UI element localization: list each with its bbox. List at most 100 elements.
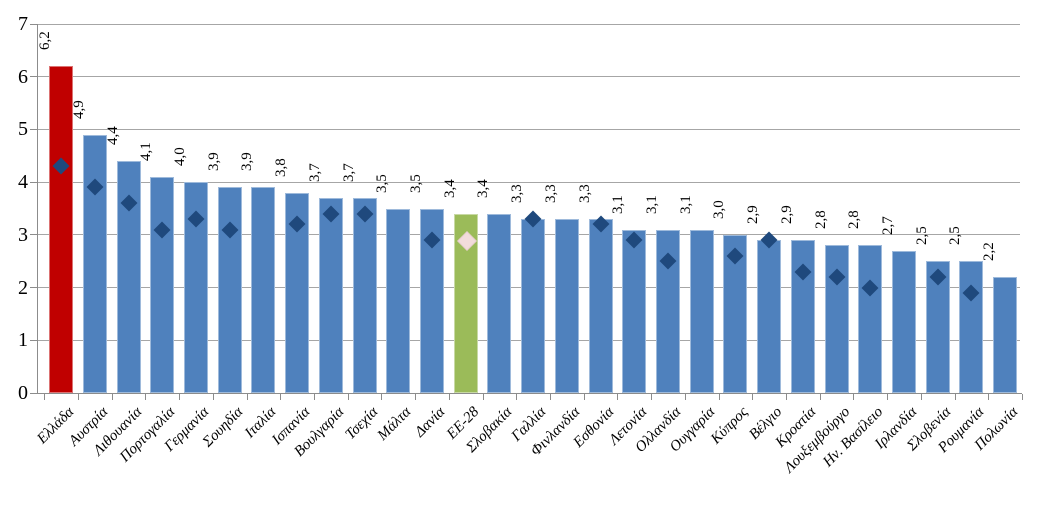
bar [891,250,916,393]
bar-value-label: 3,7 [306,163,323,182]
bar [217,187,242,393]
bar-value-label: 3,3 [542,184,559,204]
x-axis-tick [448,394,450,400]
bar [487,213,512,393]
x-axis-tick [718,394,720,400]
x-axis-tick [1021,394,1023,400]
y-axis-tick [30,181,37,183]
x-axis-tick [920,394,922,400]
y-axis-tick [30,128,37,130]
y-axis-line [37,24,38,393]
bar [49,66,74,393]
bar-value-label: 2,9 [778,205,795,225]
x-axis-tick [684,394,686,400]
bar-value-label: 3,4 [475,179,492,198]
y-axis-tick [30,392,37,394]
y-axis-label: 7 [18,13,28,35]
bar [251,187,276,393]
gridline [38,23,1020,25]
x-axis-tick [111,394,113,400]
bar-value-label: 2,5 [913,226,930,246]
y-axis-label: 6 [18,65,28,88]
bar-value-label: 2,5 [947,226,964,246]
bar [150,176,175,393]
x-axis-tick [785,394,787,400]
x-axis-tick [347,394,349,400]
x-axis-tick [583,394,585,400]
x-axis-tick [954,394,956,400]
x-axis-line [37,393,1022,394]
x-axis-tick [617,394,619,400]
bar [318,197,343,393]
x-axis-tick [819,394,821,400]
bar-value-label: 3,3 [509,184,526,204]
bar-value-label: 2,7 [879,215,896,235]
bar [588,219,613,393]
x-axis-tick [212,394,214,400]
bar [959,261,984,393]
bar [82,134,107,393]
category-label: Τσεχία [342,404,381,443]
bar-value-label: 4,9 [70,99,87,119]
gridline [38,76,1020,78]
gridline [38,128,1020,130]
bar-value-label: 4,4 [104,126,121,146]
x-axis-tick [145,394,147,400]
x-axis-tick [314,394,316,400]
bar-value-label: 3,1 [677,194,694,214]
x-axis-tick [988,394,990,400]
bar-value-label: 3,7 [340,163,357,182]
y-axis-label: 3 [18,223,28,246]
x-axis-tick [853,394,855,400]
x-axis-tick [78,394,80,400]
x-axis-tick [44,394,46,400]
bar-value-label: 3,4 [441,179,458,198]
bar-value-label: 3,0 [711,200,728,219]
x-axis-tick [752,394,754,400]
x-axis-tick [887,394,889,400]
bar [689,229,714,393]
bar-value-label: 3,9 [205,152,222,172]
x-axis-tick [482,394,484,400]
bar [386,208,411,393]
x-axis-tick [280,394,282,400]
x-axis-tick [516,394,518,400]
bar [858,245,883,393]
category-label: Μάλτα [374,404,415,444]
bar-value-label: 3,5 [408,173,424,193]
bar-value-label: 2,2 [981,242,998,262]
y-axis-label: 5 [18,118,28,141]
bar-value-label: 2,9 [745,205,762,225]
y-axis-tick [30,339,37,341]
bar [757,240,782,393]
y-axis-label: 1 [18,329,28,352]
y-axis-label: 0 [18,382,28,404]
bar-value-label: 3,3 [576,184,593,204]
bar-value-label: 3,8 [273,157,290,177]
x-axis-tick [381,394,383,400]
bar-value-label: 3,9 [239,152,256,172]
bar-value-label: 2,8 [812,210,829,230]
bar [993,277,1018,393]
bar [622,229,647,393]
bar-value-label: 3,1 [643,194,660,214]
y-axis-tick [30,234,37,236]
y-axis-tick [30,287,37,289]
bar-value-label: 4,1 [138,142,155,161]
y-axis-tick [30,76,37,78]
category-label: Δανία [411,404,449,441]
bar-value-label: 6,2 [37,31,54,51]
x-axis-tick [549,394,551,400]
gridline [38,181,1020,183]
x-axis-tick [651,394,653,400]
bar-value-label: 3,5 [374,173,391,193]
bar-value-label: 2,8 [846,210,863,230]
x-axis-tick [179,394,181,400]
bar [352,197,377,393]
bar [521,219,546,393]
bar-value-label: 3,1 [610,194,627,214]
y-axis-label: 4 [18,171,28,194]
x-axis-tick [246,394,248,400]
y-axis-tick [30,23,37,25]
